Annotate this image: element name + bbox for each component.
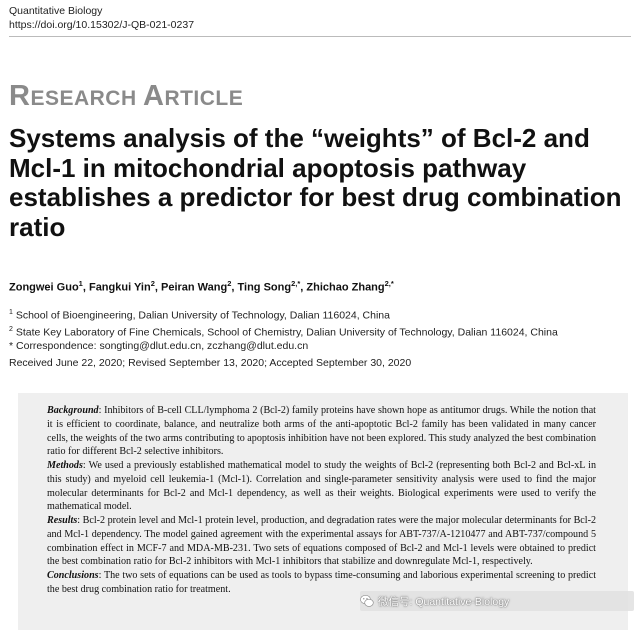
abstract-background xyxy=(18,393,628,630)
abstract-label: Background xyxy=(47,405,99,416)
author-name: Ting Song xyxy=(237,281,292,294)
author-affiliation-mark: 2,* xyxy=(384,279,394,288)
article-title: Systems analysis of the “weights” of Bcl… xyxy=(9,123,622,242)
author-name: Zhichao Zhang xyxy=(306,281,385,294)
abstract-paragraph: Methods: We used a previously establishe… xyxy=(47,460,596,513)
abstract-paragraph: Conclusions: The two sets of equations c… xyxy=(47,570,596,595)
header-divider xyxy=(9,36,631,37)
watermark-text: 微信号: Quantitative-Biology xyxy=(378,595,510,608)
publication-dates: Received June 22, 2020; Revised Septembe… xyxy=(9,357,412,369)
abstract-label: Conclusions xyxy=(47,570,99,581)
correspondence: * Correspondence: songting@dlut.edu.cn, … xyxy=(9,340,309,352)
affiliations: 1 School of Bioengineering, Dalian Unive… xyxy=(9,306,558,354)
author-affiliation-mark: 2,* xyxy=(291,279,301,288)
journal-name: Quantitative Biology xyxy=(9,5,103,17)
wechat-icon xyxy=(360,594,374,608)
author-affiliation-mark: 2 xyxy=(227,279,232,288)
abstract-label: Results xyxy=(47,515,78,526)
abstract-paragraph: Background: Inhibitors of B-cell CLL/lym… xyxy=(47,405,596,458)
author-name: Fangkui Yin xyxy=(88,281,151,294)
watermark: 微信号: Quantitative-Biology xyxy=(360,591,634,611)
author-list: Zongwei Guo1, Fangkui Yin2, Peiran Wang2… xyxy=(9,279,394,294)
author-name: Peiran Wang xyxy=(161,281,228,294)
author-affiliation-mark: 1 xyxy=(78,279,83,288)
abstract: Background: Inhibitors of B-cell CLL/lym… xyxy=(47,404,596,597)
abstract-paragraph: Results: Bcl-2 protein level and Mcl-1 p… xyxy=(47,515,596,568)
abstract-label: Methods xyxy=(47,460,83,471)
article-type: RESEARCH ARTICLE xyxy=(9,80,244,112)
author-affiliation-mark: 2 xyxy=(150,279,155,288)
doi-link[interactable]: https://doi.org/10.15302/J-QB-021-0237 xyxy=(9,19,195,31)
author-name: Zongwei Guo xyxy=(9,281,79,294)
journal-header: Quantitative Biology https://doi.org/10.… xyxy=(9,4,194,32)
affiliation: 2 State Key Laboratory of Fine Chemicals… xyxy=(9,326,558,339)
affiliation: 1 School of Bioengineering, Dalian Unive… xyxy=(9,309,390,322)
